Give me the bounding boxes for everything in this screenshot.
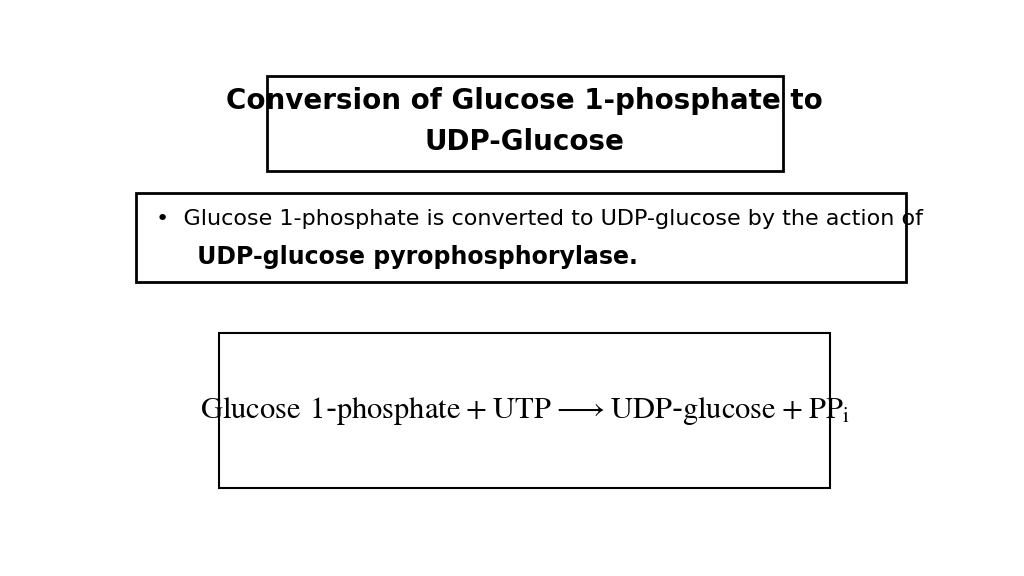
FancyBboxPatch shape (219, 333, 830, 488)
Text: $\mathdefault{Glucose\ 1\text{-}phosphate + UTP \longrightarrow UDP\text{-}gluco: $\mathdefault{Glucose\ 1\text{-}phosphat… (200, 395, 850, 427)
Text: Conversion of Glucose 1-phosphate to: Conversion of Glucose 1-phosphate to (226, 88, 823, 115)
FancyBboxPatch shape (136, 194, 905, 282)
Text: •  Glucose 1-phosphate is converted to UDP-glucose by the action of: • Glucose 1-phosphate is converted to UD… (156, 209, 923, 229)
FancyBboxPatch shape (267, 76, 782, 171)
Text: UDP-glucose pyrophosphorylase.: UDP-glucose pyrophosphorylase. (156, 245, 638, 269)
Text: UDP-Glucose: UDP-Glucose (425, 128, 625, 156)
